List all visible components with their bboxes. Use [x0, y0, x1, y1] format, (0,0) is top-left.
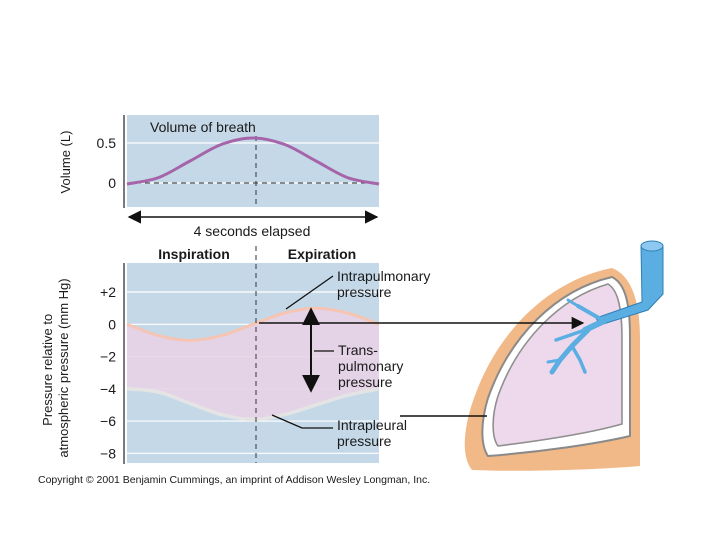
trachea-opening	[640, 240, 664, 252]
intrapulmonary-label-line2: pressure	[337, 284, 392, 300]
transpulmonary-label-line1: Trans-	[338, 342, 378, 358]
volume-series-line	[126, 136, 380, 186]
intrapulmonary-leader	[285, 275, 334, 310]
volume-tick-0-5: 0.5	[97, 135, 117, 151]
pressure-y-label-line2: atmospheric pressure (mm Hg)	[56, 278, 71, 457]
intrapulmonary-label-line1: Intrapulmonary	[337, 268, 430, 284]
volume-panel	[127, 115, 379, 207]
pressure-tick-minus2: −2	[100, 349, 116, 365]
pressure-tick-0: 0	[108, 316, 116, 332]
pressure-y-label-line1: Pressure relative to	[40, 314, 55, 426]
phase-expiration: Expiration	[288, 246, 356, 262]
intrapleural-label-line2: pressure	[337, 433, 392, 449]
copyright-text: Copyright © 2001 Benjamin Cummings, an i…	[38, 474, 430, 486]
transpulmonary-label-line2: pulmonary	[338, 358, 403, 374]
pressure-tick-minus6: −6	[100, 413, 116, 429]
pressure-tick-plus2: +2	[100, 284, 116, 300]
phase-inspiration: Inspiration	[158, 246, 230, 262]
trachea	[595, 245, 664, 326]
lung-illustration	[464, 240, 664, 471]
intrapulmonary-line	[126, 306, 380, 342]
transpulmonary-label-line3: pressure	[338, 374, 393, 390]
volume-tick-0: 0	[108, 175, 116, 191]
bronchial-tree	[546, 298, 607, 375]
intrapleural-leader	[271, 414, 333, 429]
pressure-tick-labels: +2 0 −2 −4 −6 −8	[100, 284, 116, 461]
volume-title: Volume of breath	[150, 119, 256, 135]
volume-y-label: Volume (L)	[58, 131, 73, 194]
pressure-tick-minus4: −4	[100, 381, 116, 397]
intrapleural-label-line1: Intrapleural	[337, 417, 407, 433]
pressure-y-label: Pressure relative to atmospheric pressur…	[40, 278, 71, 457]
pressure-tick-minus8: −8	[100, 445, 116, 461]
volume-x-label: 4 seconds elapsed	[194, 223, 311, 239]
intrapleural-line	[126, 387, 380, 422]
